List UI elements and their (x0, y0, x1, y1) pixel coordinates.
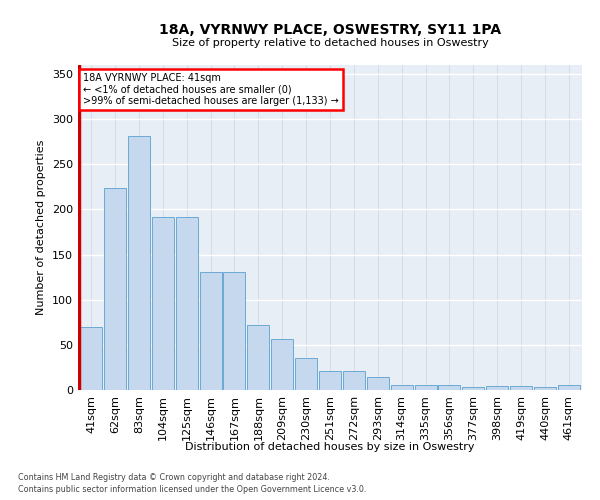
Bar (176, 216, 197, 390)
Bar (271, 340, 293, 390)
Bar (463, 388, 484, 390)
Bar (510, 386, 532, 390)
Text: Contains public sector information licensed under the Open Government Licence v3: Contains public sector information licen… (18, 485, 367, 494)
Bar (343, 371, 365, 390)
Bar (295, 358, 317, 390)
Bar (247, 325, 269, 390)
Bar (534, 388, 556, 390)
Bar (200, 272, 221, 390)
Text: 18A, VYRNWY PLACE, OSWESTRY, SY11 1PA: 18A, VYRNWY PLACE, OSWESTRY, SY11 1PA (159, 22, 501, 36)
Bar (80, 327, 102, 390)
Bar (152, 216, 174, 390)
Bar (558, 384, 580, 390)
Bar (486, 386, 508, 390)
Text: 18A VYRNWY PLACE: 41sqm
← <1% of detached houses are smaller (0)
>99% of semi-de: 18A VYRNWY PLACE: 41sqm ← <1% of detache… (83, 73, 339, 106)
Y-axis label: Number of detached properties: Number of detached properties (37, 140, 46, 315)
Bar (439, 386, 460, 390)
Bar (104, 188, 126, 390)
Bar (391, 384, 413, 390)
Bar (367, 378, 389, 390)
Text: Contains HM Land Registry data © Crown copyright and database right 2024.: Contains HM Land Registry data © Crown c… (18, 472, 330, 482)
Bar (415, 386, 437, 390)
Bar (223, 272, 245, 390)
Bar (128, 136, 150, 390)
Bar (319, 371, 341, 390)
Text: Distribution of detached houses by size in Oswestry: Distribution of detached houses by size … (185, 442, 475, 452)
Text: Size of property relative to detached houses in Oswestry: Size of property relative to detached ho… (172, 38, 488, 48)
